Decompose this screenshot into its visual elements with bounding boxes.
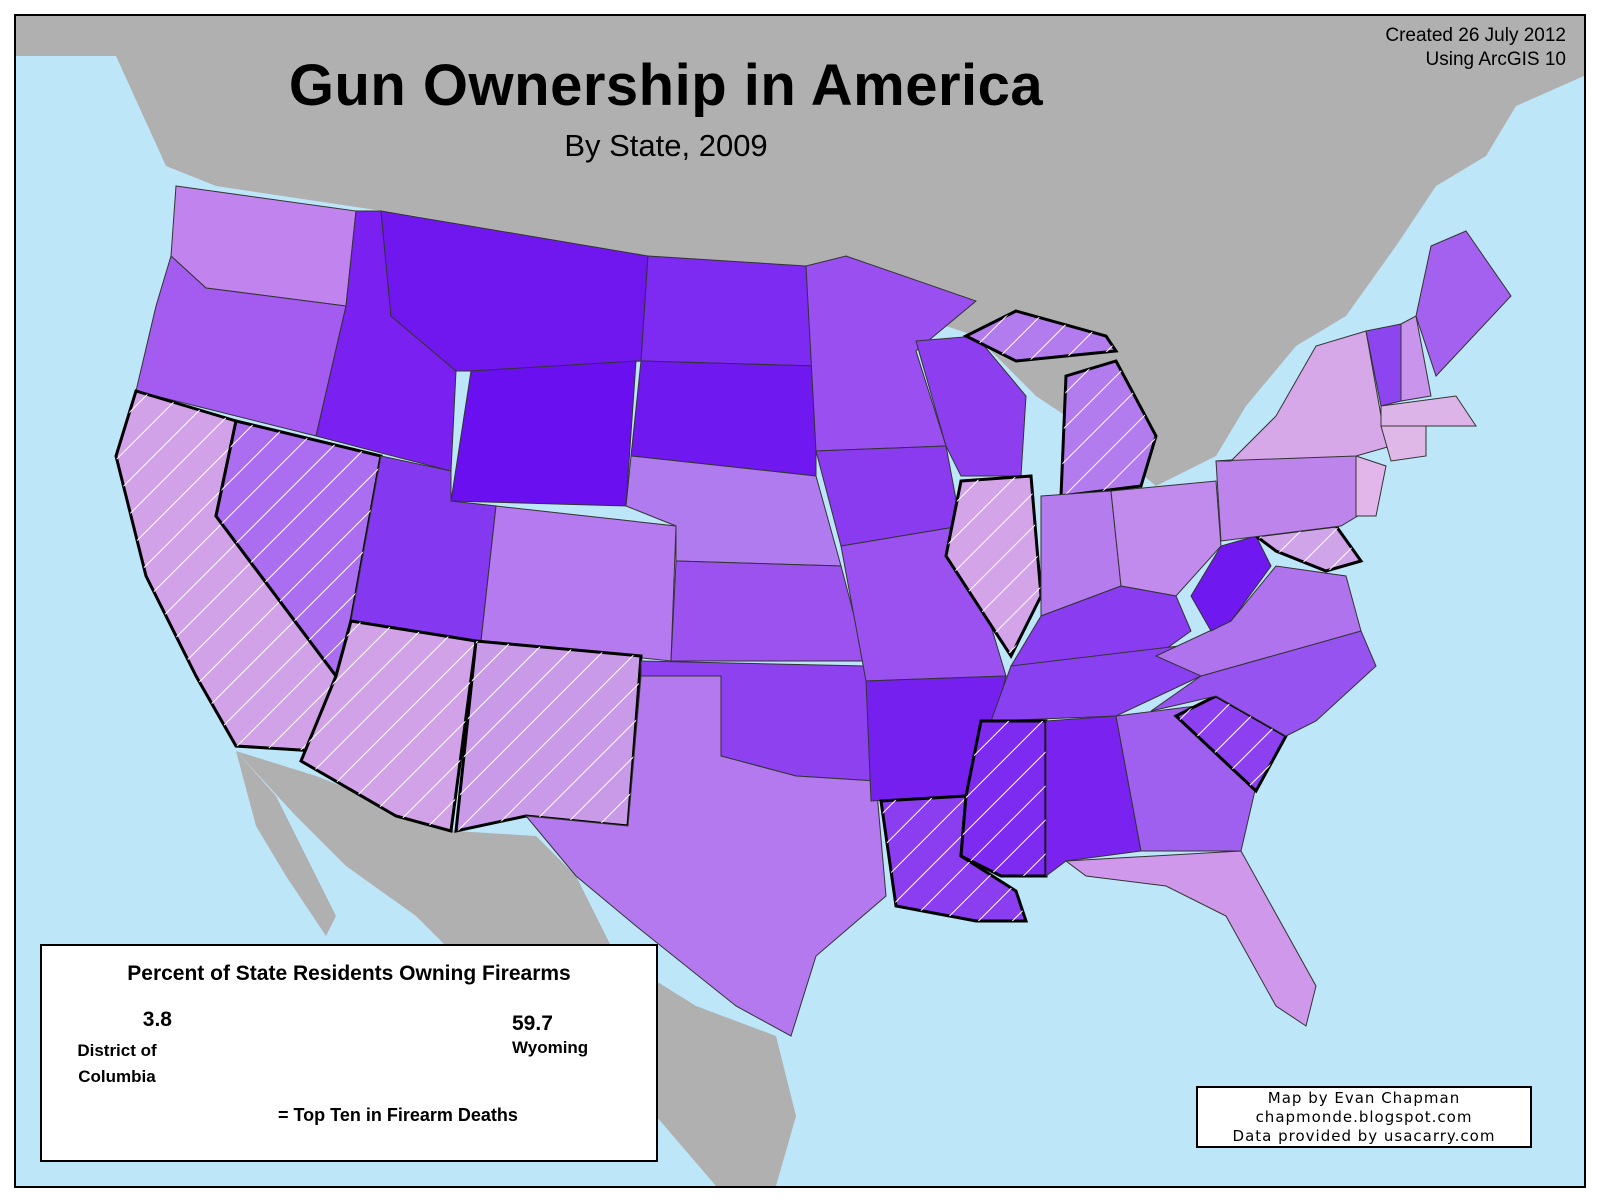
baja-landmass <box>236 751 336 936</box>
state-north-carolina <box>1150 630 1377 737</box>
legend-max-label: Wyoming <box>512 1038 589 1057</box>
state-kansas <box>670 560 867 662</box>
state-nevada-hatch <box>216 421 381 676</box>
state-florida <box>1064 850 1317 1027</box>
state-wyoming <box>450 360 637 507</box>
canada-landmass <box>16 16 1584 486</box>
map-subtitle: By State, 2009 <box>564 128 768 163</box>
state-alabama <box>1045 715 1142 877</box>
legend-hatch-label: = Top Ten in Firearm Deaths <box>278 1105 518 1125</box>
state-california-hatch <box>116 391 336 751</box>
author-box: Map by Evan Chapman chapmonde.blogspot.c… <box>1196 1086 1532 1148</box>
state-pennsylvania <box>1215 450 1367 542</box>
state-connecticut <box>1380 425 1427 462</box>
legend-box: Percent of State Residents Owning Firear… <box>40 944 658 1162</box>
state-colorado <box>480 505 677 662</box>
author-name: Map by Evan Chapman <box>1267 1089 1461 1107</box>
state-illinois-hatch <box>946 476 1041 656</box>
state-new-mexico-hatch <box>456 641 641 831</box>
state-michigan-upper-hatch <box>966 311 1116 361</box>
credit-block: Created 26 July 2012 Using ArcGIS 10 <box>1385 24 1566 72</box>
state-new-hampshire <box>1400 315 1432 402</box>
state-new-jersey <box>1355 455 1387 517</box>
author-data-source: Data provided by usacarry.com <box>1232 1127 1496 1145</box>
state-south-carolina-hatch <box>1176 696 1286 791</box>
map-frame: Gun Ownership in America By State, 2009 … <box>14 14 1586 1188</box>
state-texas <box>524 675 887 1037</box>
legend-title: Percent of State Residents Owning Firear… <box>127 962 571 985</box>
legend-min-value: 3.8 <box>142 1008 172 1031</box>
state-arizona-hatch <box>301 621 476 831</box>
state-north-dakota <box>640 255 817 367</box>
state-maine <box>1415 230 1512 377</box>
credit-date: Created 26 July 2012 <box>1385 25 1566 46</box>
state-ohio <box>1110 480 1222 597</box>
author-blog: chapmonde.blogspot.com <box>1255 1108 1473 1126</box>
legend-max-value: 59.7 <box>512 1012 553 1035</box>
state-west-virginia <box>1190 535 1272 632</box>
credit-software: Using ArcGIS 10 <box>1425 49 1566 70</box>
state-mississippi-hatch <box>961 721 1046 876</box>
state-louisiana-hatch <box>881 796 1026 921</box>
map-title: Gun Ownership in America <box>288 53 1044 118</box>
state-michigan-hatch <box>1061 361 1156 496</box>
state-maryland-hatch <box>1256 526 1361 571</box>
legend-min-label: District of Columbia <box>77 1041 157 1086</box>
state-massachusetts <box>1380 395 1477 427</box>
